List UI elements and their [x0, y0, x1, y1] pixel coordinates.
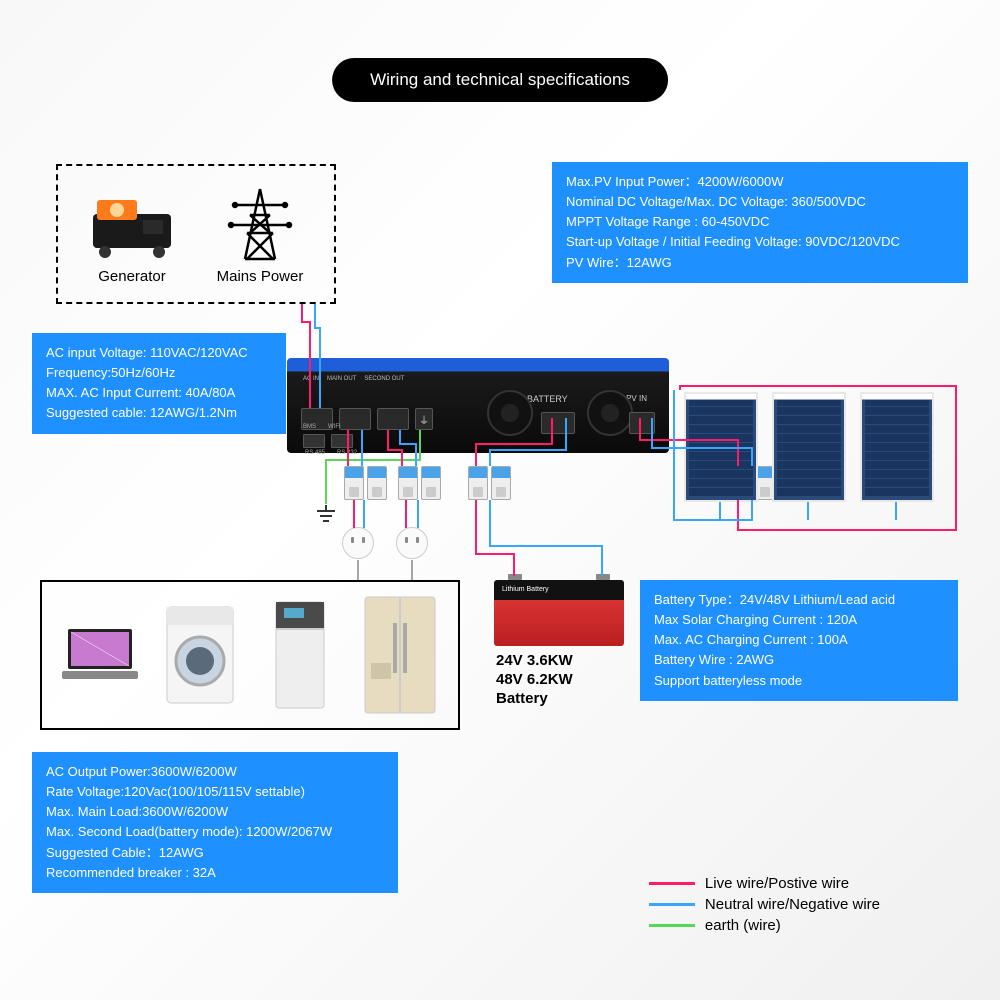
battery-spec-box: Battery Type：24V/48V Lithium/Lead acid M… [640, 580, 958, 701]
solar-panel [684, 392, 758, 502]
outlet-2 [396, 527, 428, 559]
spec-line: Max. Main Load:3600W/6200W [46, 802, 384, 822]
live-wire-swatch [649, 882, 695, 885]
mains-label: Mains Power [214, 268, 306, 285]
generator-icon [86, 184, 178, 266]
mains-tower-icon [214, 184, 306, 266]
breaker [344, 466, 364, 500]
ground-symbol [315, 505, 337, 530]
pv-port [629, 412, 655, 434]
wire-legend: Live wire/Postive wire Neutral wire/Nega… [649, 871, 880, 938]
generator-item: Generator [86, 184, 178, 285]
spec-line: Max Solar Charging Current : 120A [654, 610, 944, 630]
bms-port [303, 434, 325, 448]
inverter-battery-label: BATTERY [527, 394, 568, 404]
ground-port: ⏚ [415, 408, 433, 430]
spec-line: Support batteryless mode [654, 671, 944, 691]
spec-line: Battery Wire : 2AWG [654, 650, 944, 670]
solar-panel [772, 392, 846, 502]
legend-earth: earth (wire) [649, 917, 880, 934]
solar-panel [860, 392, 934, 502]
inverter-port-labels: AC IN MAIN OUT SECOND OUT [303, 376, 404, 382]
ac-output-spec-box: AC Output Power:3600W/6200W Rate Voltage… [32, 752, 398, 893]
outlet-1 [342, 527, 374, 559]
mains-power-item: Mains Power [214, 184, 306, 285]
wifi-port [331, 434, 353, 448]
generator-mains-box: Generator Mains Power [56, 164, 336, 304]
inverter-unit: AC IN MAIN OUT SECOND OUT BATTERY ⊕⊖ PV … [287, 358, 669, 453]
main-out-port [339, 408, 371, 430]
generator-label: Generator [86, 268, 178, 285]
second-out-port [377, 408, 409, 430]
ac-input-spec-box: AC input Voltage: 110VAC/120VAC Frequenc… [32, 333, 286, 434]
breaker-group-2 [398, 466, 441, 500]
washer-icon [156, 593, 244, 717]
comm-port-labels: RS 485RS 232 [305, 450, 357, 456]
spec-line: MPPT Voltage Range : 60-450VDC [566, 212, 954, 232]
spec-line: Battery Type：24V/48V Lithium/Lead acid [654, 590, 944, 610]
fan-1 [487, 390, 533, 436]
battery-icon: Lithium Battery [494, 580, 624, 646]
battery-brand-text: Lithium Battery [502, 586, 549, 593]
spec-line: Suggested cable: 12AWG/1.2Nm [46, 403, 272, 423]
comm-ports [303, 434, 353, 448]
spec-line: Rate Voltage:120Vac(100/105/115V settabl… [46, 782, 384, 802]
spec-line: Max.PV Input Power：4200W/6000W [566, 172, 954, 192]
spec-line: Frequency:50Hz/60Hz [46, 363, 272, 383]
spec-line: Start-up Voltage / Initial Feeding Volta… [566, 232, 954, 252]
bms-wifi-labels: BMSWIFI [303, 424, 341, 430]
legend-neutral: Neutral wire/Negative wire [649, 896, 880, 913]
breaker [367, 466, 387, 500]
breaker [421, 466, 441, 500]
earth-wire-swatch [649, 924, 695, 927]
spec-line: Max. Second Load(battery mode): 1200W/20… [46, 822, 384, 842]
battery-port [541, 412, 575, 434]
solar-panels [684, 392, 934, 502]
laptop-icon [56, 593, 144, 717]
fridge-small-icon [256, 593, 344, 717]
fan-2 [587, 390, 633, 436]
breaker-group-3 [468, 466, 511, 500]
breaker [398, 466, 418, 500]
spec-line: AC input Voltage: 110VAC/120VAC [46, 343, 272, 363]
spec-line: Nominal DC Voltage/Max. DC Voltage: 360/… [566, 192, 954, 212]
neutral-wire-swatch [649, 903, 695, 906]
breaker-group-1 [344, 466, 387, 500]
breaker [468, 466, 488, 500]
spec-line: Suggested Cable：12AWG [46, 843, 384, 863]
spec-line: Recommended breaker : 32A [46, 863, 384, 883]
spec-line: AC Output Power:3600W/6200W [46, 762, 384, 782]
breaker [491, 466, 511, 500]
page-title: Wiring and technical specifications [332, 58, 668, 102]
spec-line: Max. AC Charging Current : 100A [654, 630, 944, 650]
spec-line: PV Wire：12AWG [566, 253, 954, 273]
battery-label: 24V 3.6KW 48V 6.2KW Battery [496, 652, 573, 708]
fridge-large-icon [356, 593, 444, 717]
appliance-box [40, 580, 460, 730]
pv-spec-box: Max.PV Input Power：4200W/6000W Nominal D… [552, 162, 968, 283]
legend-live: Live wire/Postive wire [649, 875, 880, 892]
spec-line: MAX. AC Input Current: 40A/80A [46, 383, 272, 403]
